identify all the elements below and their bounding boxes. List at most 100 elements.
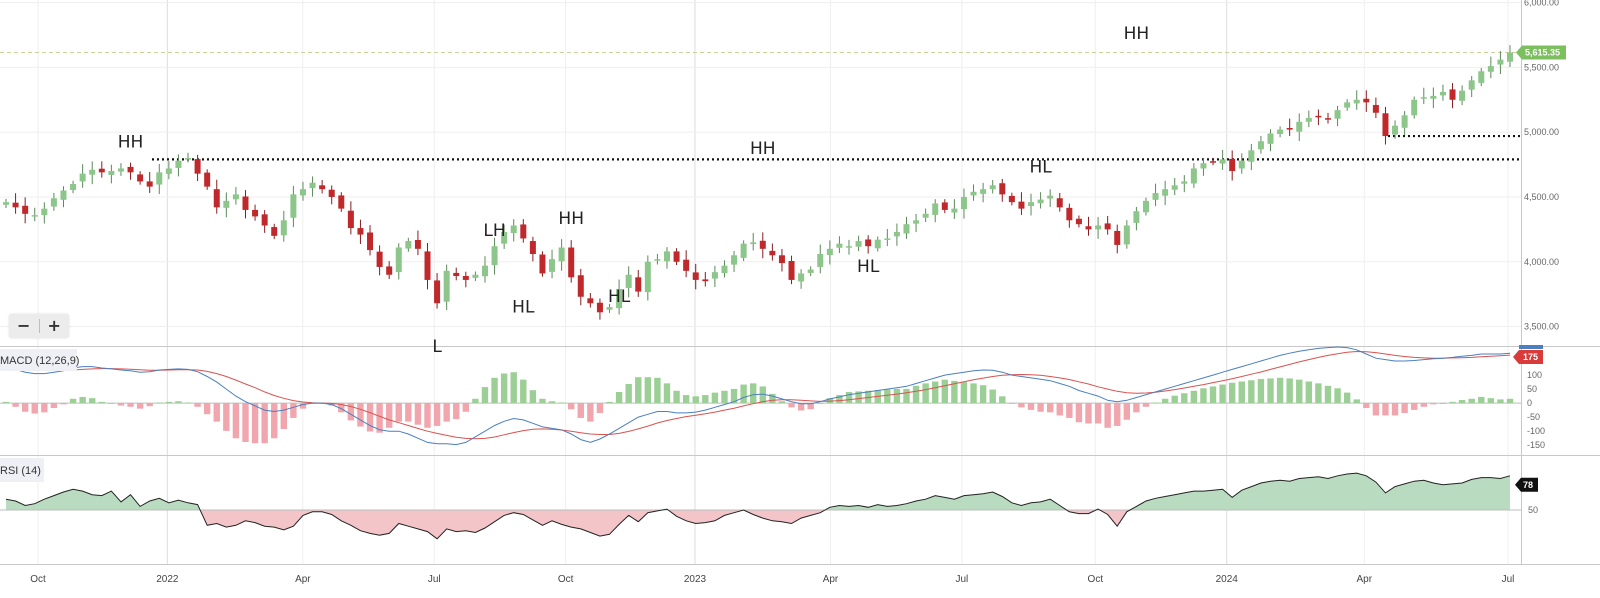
candle-body: [1382, 113, 1389, 137]
x-tick-label: Jul: [428, 574, 441, 585]
macd-histogram-bar: [999, 396, 1006, 404]
candle-body: [654, 259, 661, 261]
macd-tick-label: 50: [1527, 384, 1537, 394]
macd-histogram-bar: [1114, 403, 1121, 426]
macd-histogram-bar: [1286, 378, 1293, 404]
candle-body: [596, 302, 603, 313]
candle-body: [1018, 201, 1025, 209]
macd-line-badge: [1519, 345, 1543, 350]
price-tick-label: 6,000.00: [1524, 0, 1559, 8]
candle-body: [213, 189, 220, 208]
rsi-tick-label: 50: [1528, 505, 1538, 515]
zoom-in-button[interactable]: +: [40, 314, 70, 338]
macd-histogram-bar: [797, 403, 805, 411]
candle-body: [1353, 99, 1360, 104]
candle-body: [606, 307, 613, 310]
candle-body: [1047, 195, 1054, 199]
candle-body: [846, 246, 853, 248]
macd-histogram-bar: [769, 393, 776, 404]
macd-histogram-bar: [1171, 395, 1178, 404]
macd-histogram-bar: [979, 385, 987, 404]
price-tick-label: 4,500.00: [1524, 192, 1559, 202]
candle-body: [750, 242, 757, 245]
macd-histogram-bar: [21, 403, 29, 412]
candle-body: [185, 158, 192, 160]
x-tick-label: Apr: [1357, 574, 1373, 585]
candle-body: [1133, 211, 1140, 223]
macd-histogram-bar: [864, 390, 872, 404]
candle-body: [328, 189, 335, 197]
x-tick-label: Jul: [1502, 574, 1515, 585]
macd-histogram-bar: [1478, 396, 1485, 404]
macd-histogram-bar: [203, 403, 211, 415]
candle-body: [1449, 89, 1456, 100]
macd-histogram-bar: [127, 403, 134, 407]
candle-body: [1181, 181, 1188, 184]
macd-histogram-bar: [1219, 384, 1226, 404]
macd-histogram-bar: [414, 403, 422, 425]
pattern-annotation: HL: [857, 257, 880, 277]
macd-value-label: 175: [1523, 352, 1538, 362]
candle-body: [1372, 104, 1379, 113]
macd-histogram-bar: [1018, 403, 1025, 408]
macd-histogram-bar: [941, 379, 949, 404]
macd-histogram-bar: [625, 383, 632, 404]
macd-histogram-bar: [424, 403, 431, 428]
candle-body: [740, 243, 747, 258]
macd-histogram-bar: [395, 403, 402, 422]
macd-histogram-bar: [251, 403, 259, 444]
candle-body: [338, 195, 345, 209]
macd-histogram-bar: [156, 402, 163, 404]
candle-body: [1420, 97, 1427, 99]
macd-histogram-bar: [1401, 403, 1408, 413]
candle-body: [1162, 189, 1169, 196]
candle-body: [299, 189, 306, 196]
candle-body: [252, 209, 259, 217]
candle-body: [702, 279, 709, 282]
last-price-label: 5,615.35: [1525, 47, 1560, 57]
macd-histogram-bar: [903, 388, 910, 404]
rsi-area-overbought: [6, 473, 1510, 510]
candle-body: [1487, 66, 1494, 72]
price-tick-label: 4,000.00: [1524, 257, 1559, 267]
candle-body: [913, 220, 920, 224]
candle-body: [271, 227, 278, 236]
candle-body: [1286, 128, 1293, 130]
macd-histogram-bar: [654, 377, 661, 404]
macd-histogram-bar: [136, 403, 144, 409]
candle-body: [1219, 159, 1226, 164]
candle-body: [232, 194, 239, 200]
candle-body: [817, 253, 824, 267]
macd-histogram-bar: [213, 403, 220, 422]
macd-histogram-bar: [1468, 398, 1475, 404]
candle-body: [79, 173, 86, 182]
zoom-out-button[interactable]: −: [9, 314, 39, 338]
x-tick-label: 2022: [156, 574, 179, 585]
candle-body: [376, 251, 383, 267]
candle-body: [223, 200, 230, 208]
pattern-annotation: HH: [558, 209, 584, 229]
macd-histogram-bar: [1391, 403, 1399, 416]
macd-histogram-bar: [960, 382, 968, 404]
macd-histogram-bar: [807, 403, 814, 410]
candle-body: [644, 261, 651, 293]
macd-histogram-bar: [932, 381, 939, 404]
macd-histogram-bar: [1142, 403, 1150, 407]
candle-body: [826, 248, 833, 256]
candle-body: [261, 214, 268, 226]
candle-body: [194, 159, 201, 174]
macd-histogram-bar: [357, 403, 364, 427]
macd-histogram-bar: [117, 403, 125, 406]
candle-body: [635, 277, 642, 292]
pattern-annotation: HH: [118, 133, 144, 153]
macd-histogram-bar: [1420, 403, 1427, 407]
pattern-annotation: L: [432, 337, 442, 357]
macd-signal-line: [5, 350, 1511, 440]
candle-body: [443, 270, 450, 302]
candle-body: [1114, 230, 1121, 245]
candle-body: [175, 160, 182, 168]
candle-body: [347, 210, 354, 229]
candle-body: [108, 171, 115, 175]
candle-body: [1190, 168, 1197, 184]
candle-body: [386, 266, 393, 275]
